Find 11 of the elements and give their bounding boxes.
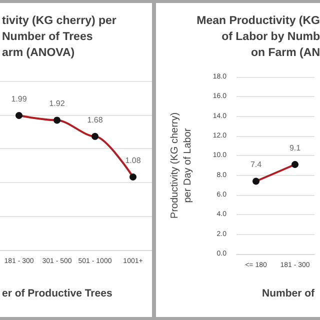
data-label: 7.4 [250,160,262,170]
data-label: 1.99 [11,94,28,104]
x-axis-title: Number of [262,288,316,300]
data-label: 9.1 [289,144,302,153]
chart-title: Mean Productivity (KG of Labor by Numb on Farm (AN [196,15,320,59]
y-axis-title: Productivity (KG cherry) per Day of Labor [170,112,194,219]
data-label: 1.92 [49,99,66,108]
chart-title: tivity (KG cherry) per Number of Trees arm (ANOVA) [2,15,117,59]
data-label: 1.08 [125,156,142,165]
x-axis-title: er of Productive Trees [2,288,112,300]
data-label: 1.68 [87,115,104,124]
